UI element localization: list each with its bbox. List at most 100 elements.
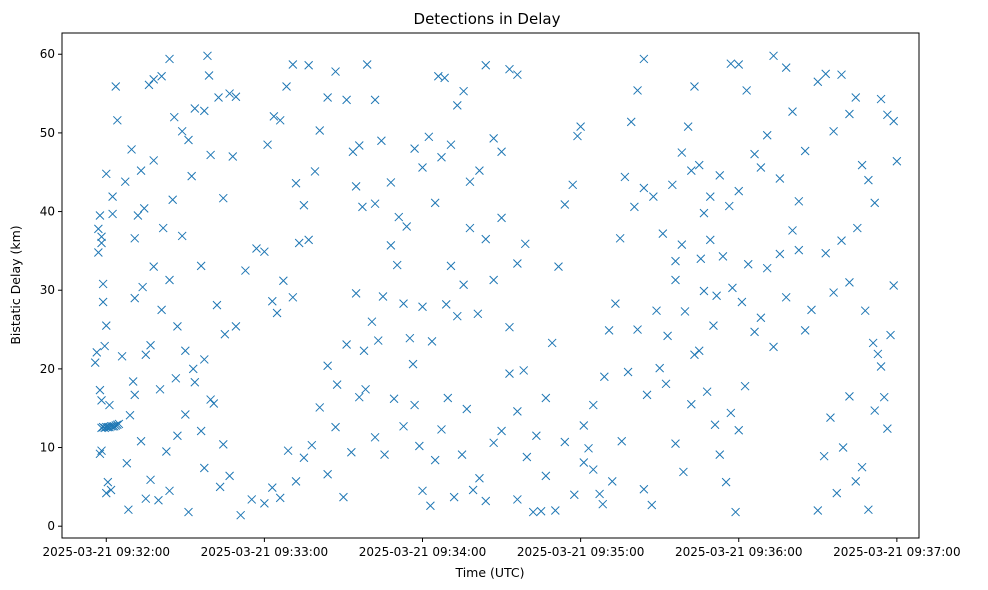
data-point	[146, 475, 155, 485]
data-point	[130, 233, 140, 243]
marker-layer	[90, 51, 902, 520]
data-point	[550, 506, 560, 515]
data-point	[481, 234, 491, 244]
data-point	[111, 82, 121, 91]
data-point	[220, 329, 230, 339]
data-point	[721, 477, 731, 487]
data-point	[228, 152, 238, 161]
data-point	[832, 488, 842, 498]
data-point	[101, 169, 111, 179]
data-point	[225, 89, 234, 98]
data-point	[122, 458, 132, 468]
data-point	[358, 202, 367, 212]
data-point	[315, 403, 325, 412]
data-point	[743, 259, 753, 269]
data-point	[459, 280, 468, 290]
x-tick-label: 2025-03-21 09:35:00	[517, 545, 644, 559]
data-point	[418, 163, 427, 172]
data-point	[857, 160, 867, 170]
data-point	[870, 198, 880, 208]
data-point	[560, 437, 570, 447]
data-point	[304, 60, 314, 70]
data-point	[130, 390, 140, 400]
data-point	[155, 384, 165, 394]
data-point	[196, 261, 206, 271]
data-point	[427, 336, 437, 346]
data-point	[554, 262, 563, 271]
data-point	[845, 278, 854, 287]
data-point	[146, 340, 155, 350]
data-point	[418, 302, 427, 312]
data-point	[389, 394, 399, 404]
data-point	[883, 424, 892, 434]
data-point	[800, 146, 810, 156]
data-point	[446, 261, 456, 271]
data-point	[756, 163, 766, 172]
data-point	[443, 393, 453, 403]
data-point	[781, 63, 791, 72]
data-point	[671, 275, 680, 285]
y-tick-label: 0	[47, 519, 55, 533]
data-point	[136, 436, 146, 446]
data-point	[275, 115, 285, 125]
data-point	[430, 198, 440, 208]
data-point	[734, 60, 744, 69]
data-point	[190, 104, 200, 113]
data-point	[642, 390, 652, 400]
data-point	[465, 177, 475, 187]
plot-frame	[61, 32, 920, 539]
data-point	[272, 308, 282, 318]
data-point	[380, 450, 389, 459]
data-point	[101, 488, 111, 498]
data-point	[214, 93, 223, 102]
data-point	[225, 471, 234, 481]
data-point	[206, 395, 215, 404]
data-point	[100, 341, 110, 351]
data-point	[247, 495, 257, 504]
data-point	[532, 431, 541, 441]
data-point	[139, 204, 149, 213]
data-point	[377, 136, 386, 146]
data-point	[310, 167, 320, 176]
data-point	[726, 408, 736, 418]
data-point	[715, 171, 725, 180]
data-point	[275, 493, 285, 503]
data-point	[740, 381, 750, 391]
data-point	[180, 346, 190, 356]
data-point	[203, 51, 212, 61]
data-point	[473, 309, 483, 319]
data-point	[127, 145, 136, 154]
data-point	[307, 440, 317, 450]
data-point	[712, 291, 721, 301]
data-point	[671, 256, 680, 266]
data-point	[876, 362, 886, 371]
data-point	[633, 325, 642, 334]
data-point	[373, 336, 383, 345]
x-tick-label: 2025-03-21 09:37:00	[833, 545, 960, 559]
data-point	[690, 350, 699, 360]
data-point	[679, 467, 688, 477]
data-point	[728, 283, 737, 293]
data-point	[269, 112, 279, 121]
data-point	[184, 507, 193, 517]
data-point	[655, 363, 665, 373]
data-point	[734, 186, 744, 196]
data-point	[136, 166, 146, 176]
data-point	[97, 446, 106, 456]
data-point	[579, 458, 589, 467]
data-point	[505, 369, 514, 378]
data-point	[465, 223, 475, 233]
data-point	[821, 69, 831, 79]
data-point	[481, 496, 491, 506]
data-point	[821, 248, 831, 258]
data-point	[630, 202, 639, 212]
chart-title: Detections in Delay	[414, 10, 561, 28]
data-point	[359, 346, 369, 356]
data-point	[188, 364, 198, 374]
data-point	[541, 471, 551, 481]
data-point	[215, 482, 225, 492]
data-point	[528, 507, 538, 517]
data-point	[410, 400, 419, 410]
data-point	[617, 436, 627, 446]
